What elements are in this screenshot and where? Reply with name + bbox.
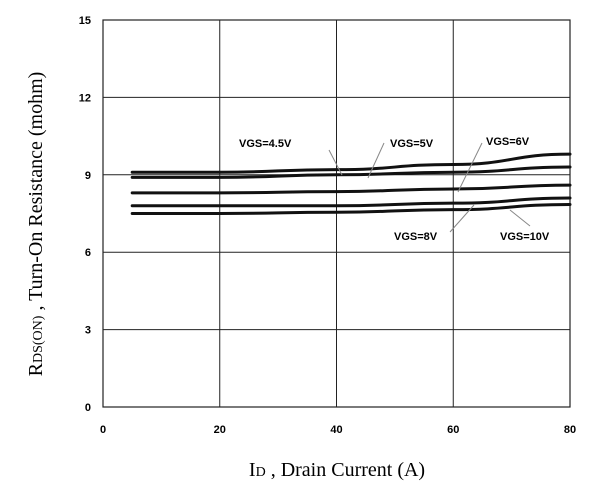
- x-tick-label: 40: [330, 424, 342, 436]
- leader-line: [449, 204, 475, 233]
- leader-line: [328, 149, 343, 176]
- series-label: VGS=10V: [500, 231, 550, 243]
- x-tick-labels: 0 20 40 60 80: [100, 424, 576, 436]
- y-tick-label: 12: [79, 92, 91, 104]
- series-label: VGS=5V: [390, 138, 434, 150]
- x-tick-label: 0: [100, 424, 106, 436]
- series-label: VGS=8V: [394, 231, 438, 243]
- x-axis-title-main: I: [249, 459, 256, 481]
- series-line: [130, 165, 572, 179]
- series-labels: VGS=4.5V VGS=5V VGS=6V VGS=8V VGS=10V: [239, 136, 550, 243]
- grid: [102, 19, 571, 408]
- y-tick-labels: 0 3 6 9 12 15: [79, 15, 91, 414]
- leader-line: [367, 142, 385, 179]
- x-tick-label: 20: [214, 424, 226, 436]
- x-axis-title-sub: D: [256, 465, 266, 480]
- series-line: [130, 202, 572, 216]
- y-axis-title-rest: , Turn-On Resistance (mohm): [25, 72, 47, 316]
- y-tick-label: 6: [85, 247, 91, 259]
- x-axis-title-rest: , Drain Current (A): [266, 459, 425, 481]
- y-tick-label: 15: [79, 15, 91, 27]
- leader-line: [457, 142, 483, 193]
- x-tick-label: 60: [447, 424, 459, 436]
- y-tick-label: 3: [85, 325, 91, 337]
- y-tick-label: 0: [85, 402, 91, 414]
- series-label: VGS=6V: [486, 136, 530, 148]
- y-axis-title-main: R: [25, 362, 47, 376]
- leader-line: [509, 209, 531, 227]
- series-label: VGS=4.5V: [239, 138, 292, 150]
- series-lines: [130, 152, 572, 216]
- series-line: [130, 183, 572, 195]
- y-tick-label: 9: [85, 170, 91, 182]
- series-line: [130, 196, 572, 208]
- y-axis-title-sub: DS(ON): [31, 315, 46, 363]
- label-leaders: [328, 142, 531, 233]
- series-line: [130, 152, 572, 174]
- x-axis-title: ID , Drain Current (A): [249, 459, 425, 481]
- x-tick-label: 80: [564, 424, 576, 436]
- y-axis-title: RDS(ON) , Turn-On Resistance (mohm): [25, 72, 47, 377]
